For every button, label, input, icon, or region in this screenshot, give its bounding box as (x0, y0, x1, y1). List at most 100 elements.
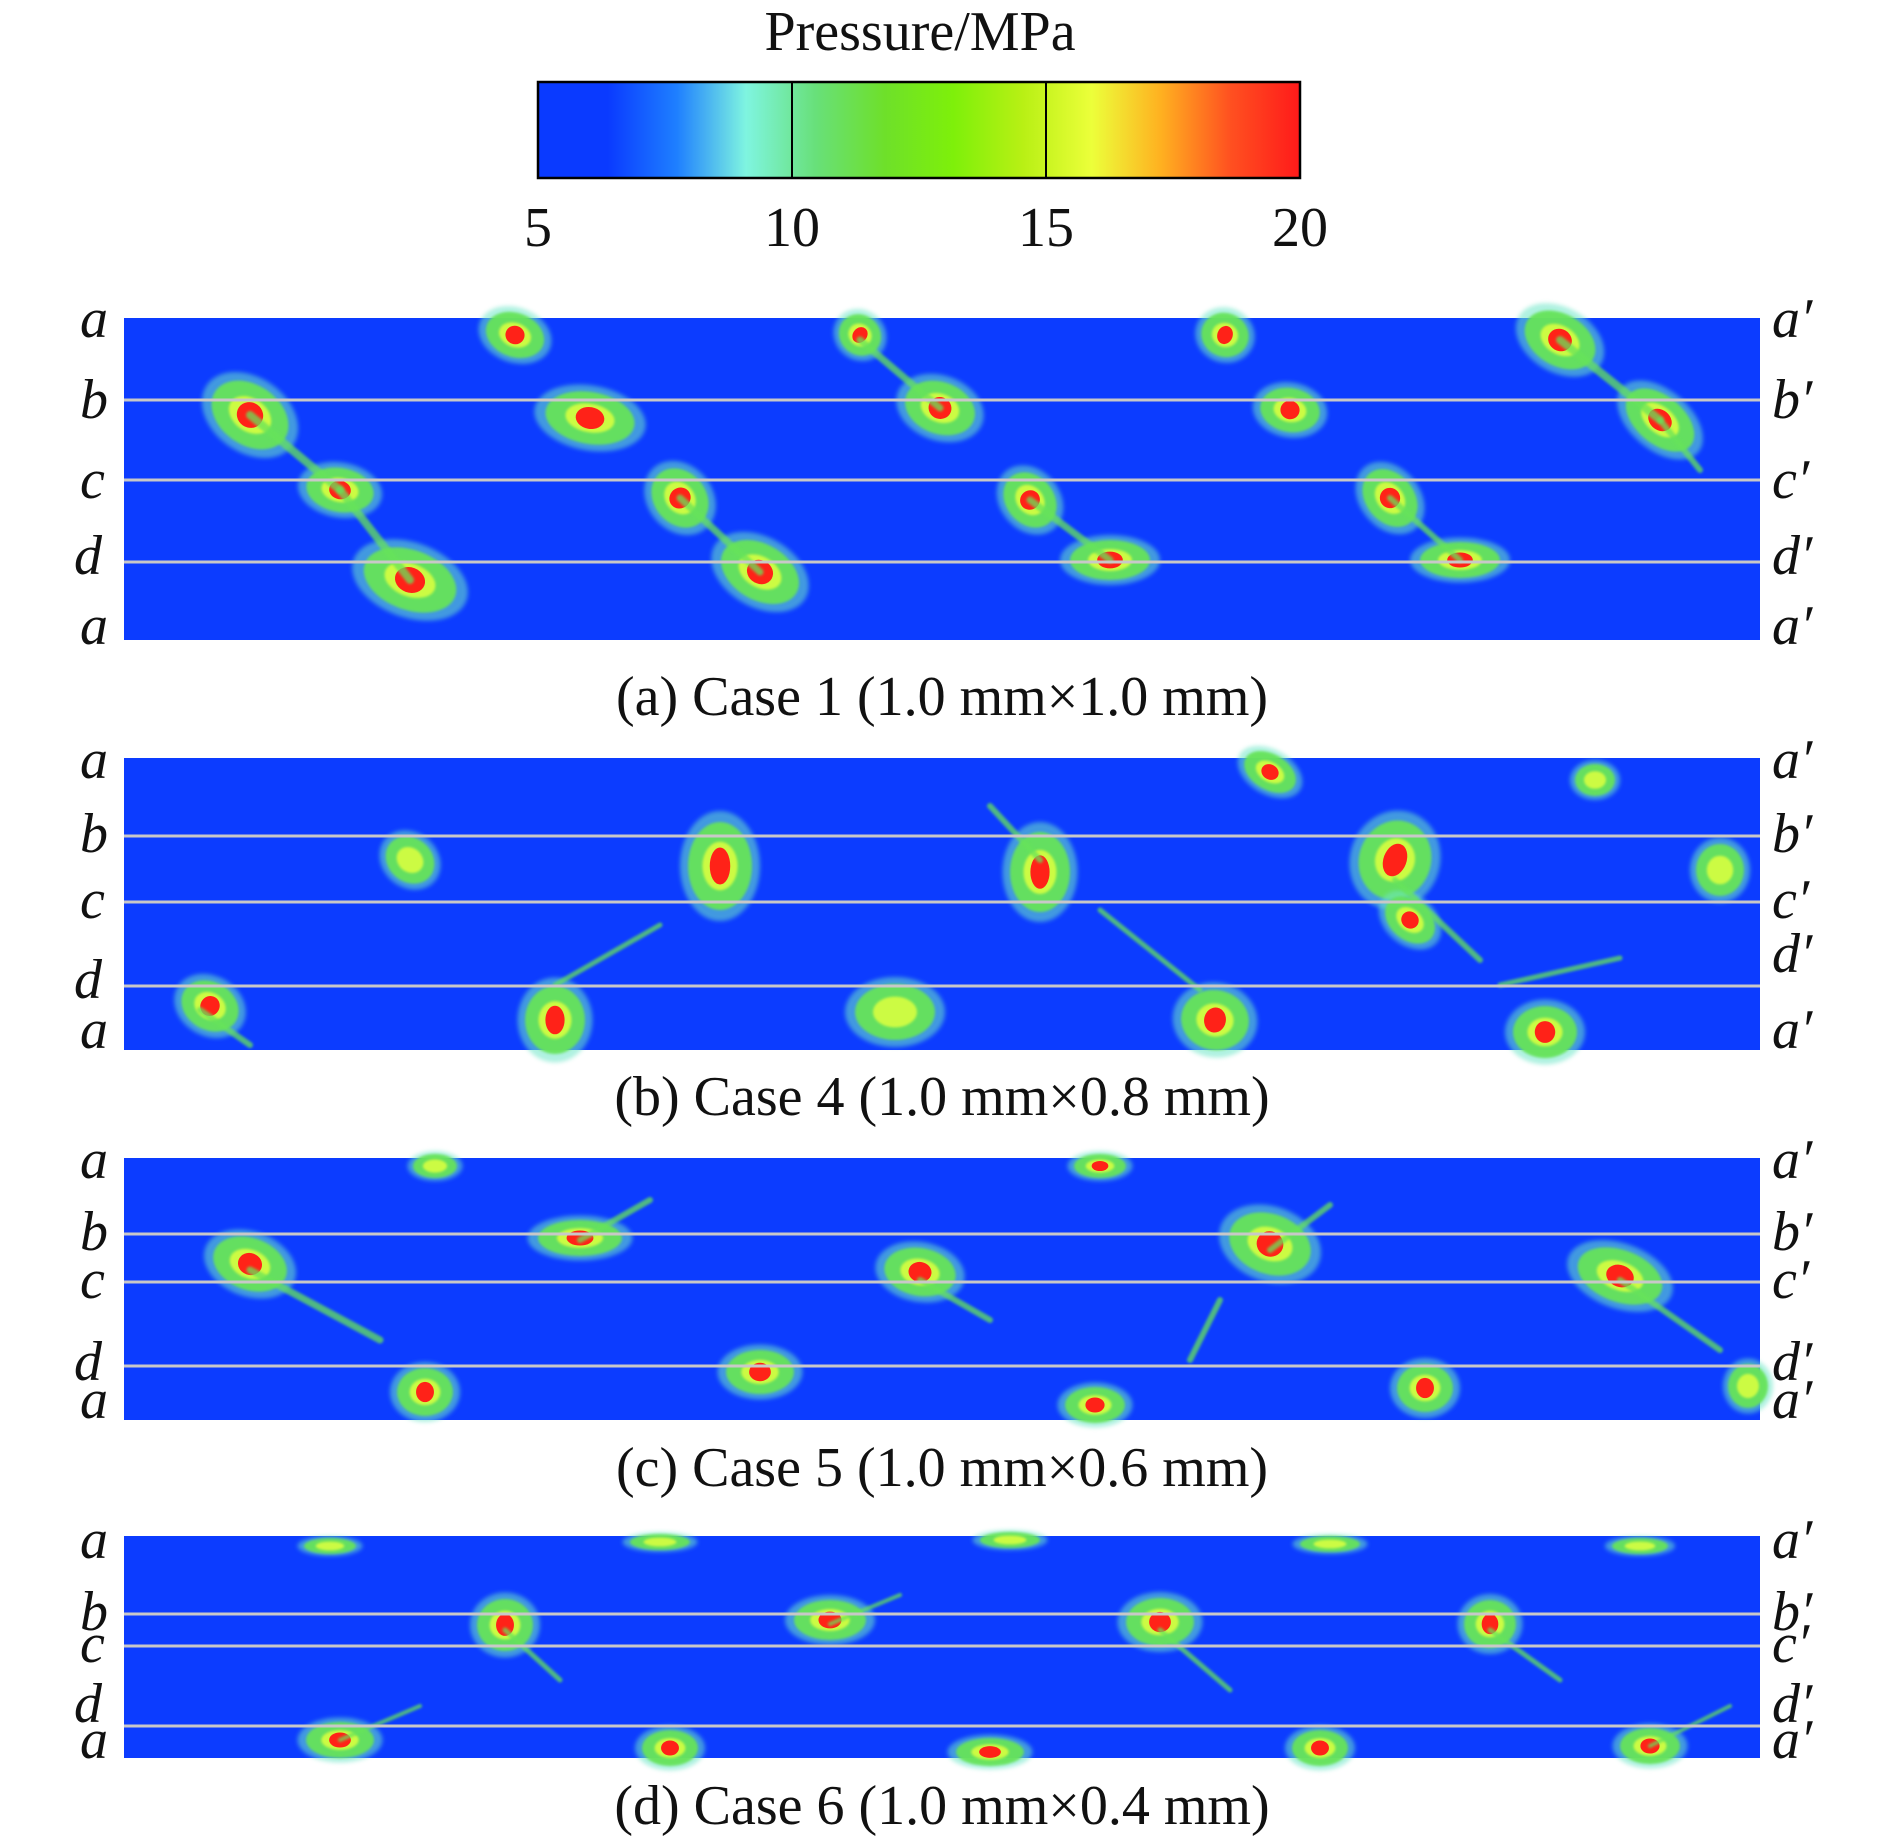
panel-a-label-a-bottom: a (80, 595, 108, 657)
panel-c-streak (1187, 1297, 1223, 1363)
panel-d-label-b-prime: b′ (1772, 1581, 1813, 1643)
panel-d-label-d: d (74, 1673, 103, 1735)
panel-c-streak (917, 1277, 993, 1323)
panel-b-hotspot (174, 973, 246, 1039)
panel-b-label-c: c (80, 869, 105, 931)
panel-c-streak (1267, 1202, 1333, 1253)
panel-a-streak (1657, 417, 1703, 473)
panel-b-streak (1097, 907, 1203, 993)
panel-d-hotspots (297, 1530, 1732, 1771)
panel-b-label-c-prime: c′ (1772, 869, 1810, 931)
panel-b-label-b-prime: b′ (1772, 803, 1813, 865)
panel-a-label-b: b (80, 369, 108, 431)
panel-c-hotspot (1723, 1358, 1773, 1414)
panel-a-streak (1026, 496, 1114, 564)
panel-d-label-c: c (80, 1613, 105, 1675)
panel-d-caption: (d) Case 6 (1.0 mm×0.4 mm) (614, 1775, 1269, 1837)
panel-b-hotspot (845, 977, 945, 1047)
panel-b-hotspot (1002, 822, 1078, 922)
colorbar: Pressure/MPa 5 10 15 20 (524, 1, 1328, 259)
colorbar-tick-15: 15 (1018, 197, 1074, 259)
panel-a-label-d: d (74, 525, 103, 587)
panel-b-streak (552, 922, 663, 988)
panel-d-hotspot (1605, 1536, 1675, 1556)
panel-d-hotspot (635, 1725, 705, 1771)
panel-a-label-a-top: a (80, 288, 108, 350)
panel-d-label-b: b (80, 1581, 108, 1643)
panel-a-streak (1556, 336, 1664, 424)
panel-b-hotspot (379, 830, 441, 890)
panel-a-label-a-prime-bottom: a′ (1772, 595, 1813, 657)
panel-a-label-b-prime: b′ (1772, 369, 1813, 431)
panel-d: a b c d a a′ b′ c′ d′ a′ (d) Case 6 (1.0… (74, 1509, 1813, 1837)
panel-c-caption: (c) Case 5 (1.0 mm×0.6 mm) (616, 1437, 1268, 1499)
panel-b-label-b: b (80, 803, 108, 865)
panel-d-hotspot (1117, 1592, 1203, 1652)
panel-a-streak (246, 411, 344, 494)
panel-a-streak (336, 486, 414, 584)
panel-a-label-c-prime: c′ (1772, 449, 1810, 511)
panel-d-label-d-prime: d′ (1772, 1673, 1813, 1735)
panel-c-hotspot (1057, 1382, 1133, 1428)
panel-c-hotspot (717, 1344, 803, 1400)
colorbar-tick-5: 5 (524, 197, 552, 259)
panel-c-hotspot (390, 1362, 460, 1422)
panel-c: a b c d a a′ b′ c′ d′ a′ (c) Case 5 (1.0… (74, 1129, 1813, 1499)
panel-d-hotspot (972, 1530, 1048, 1550)
panel-c-label-a-top: a (80, 1129, 108, 1191)
panel-a-label-c: c (80, 449, 105, 511)
panel-d-streak (828, 1593, 902, 1626)
panel-a-label-d-prime: d′ (1772, 525, 1813, 587)
panel-b-label-d: d (74, 949, 103, 1011)
panel-d-hotspot (622, 1532, 698, 1552)
panel-c-label-c: c (80, 1249, 105, 1311)
panel-b-streak (1392, 877, 1483, 963)
panel-d-hotspot (1292, 1534, 1368, 1554)
panel-b-caption: (b) Case 4 (1.0 mm×0.8 mm) (614, 1066, 1269, 1128)
panel-c-label-b: b (80, 1201, 108, 1263)
panel-b-hotspot (1505, 999, 1585, 1065)
panel-a-caption: (a) Case 1 (1.0 mm×1.0 mm) (616, 666, 1268, 728)
panel-d-hotspot (1285, 1725, 1355, 1771)
panel-b-streak (197, 1007, 253, 1048)
panel-d-label-a-top: a (80, 1509, 108, 1571)
panel-c-label-d-prime: d′ (1772, 1331, 1813, 1393)
panel-c-hotspot (1567, 1240, 1673, 1312)
panel-b-hotspot (517, 977, 593, 1063)
panel-c-label-a-bottom: a (80, 1369, 108, 1431)
panel-b-label-a-bottom: a (80, 999, 108, 1061)
panel-a-hotspot (1195, 307, 1255, 363)
panel-c-label-d: d (74, 1331, 103, 1393)
panel-d-label-a-prime-bottom: a′ (1772, 1709, 1813, 1771)
panel-c-label-a-prime-top: a′ (1772, 1129, 1813, 1191)
panel-b-streak (987, 803, 1043, 863)
panel-b-streak (1497, 955, 1623, 988)
panel-c-label-a-prime-bottom: a′ (1772, 1369, 1813, 1431)
panel-a-streak (856, 336, 944, 412)
panel-d-label-a-bottom: a (80, 1709, 108, 1771)
panel-a-label-a-prime-top: a′ (1772, 288, 1813, 350)
panel-a-streak (676, 494, 764, 576)
panel-c-hotspot (407, 1151, 463, 1181)
colorbar-tick-10: 10 (764, 197, 820, 259)
panel-b-hotspot (1570, 760, 1620, 800)
panel-d-hotspot (297, 1536, 363, 1556)
panel-d-streak (1487, 1627, 1563, 1683)
panel-d-streak (1157, 1627, 1233, 1693)
panel-c-hotspot (1067, 1151, 1133, 1181)
colorbar-tick-20: 20 (1272, 197, 1328, 259)
panel-b-label-a-top: a (80, 729, 108, 791)
panel-c-hotspot (875, 1241, 965, 1303)
panel-d-streak (338, 1704, 422, 1742)
panel-c-label-c-prime: c′ (1772, 1249, 1810, 1311)
panel-d-label-a-prime-top: a′ (1772, 1509, 1813, 1571)
panel-d-label-c-prime: c′ (1772, 1613, 1810, 1675)
panel-c-label-b-prime: b′ (1772, 1201, 1813, 1263)
panel-d-hotspot (470, 1592, 540, 1658)
panel-c-hotspot (1390, 1358, 1460, 1418)
panel-d-hotspot (947, 1734, 1033, 1770)
panel-b-hotspot (680, 811, 760, 921)
colorbar-title: Pressure/MPa (764, 1, 1075, 63)
panel-b: a b c d a a′ b′ c′ d′ a′ (b) Case 4 (1.0… (74, 729, 1813, 1128)
